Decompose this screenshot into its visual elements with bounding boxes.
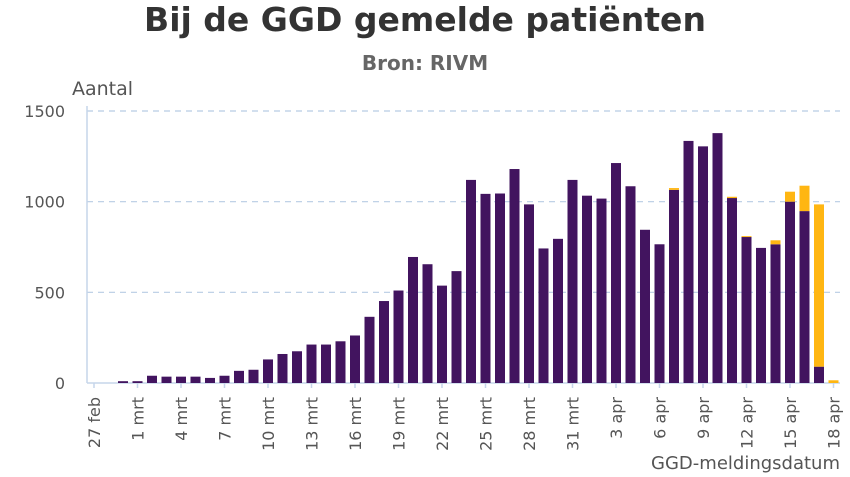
bar-main [509, 169, 520, 383]
x-axis-label: GGD-meldingsdatum [651, 453, 840, 474]
bar-main [480, 193, 491, 383]
bar-main [698, 146, 708, 383]
bar-main [205, 377, 215, 383]
x-tick-label: 13 mrt [303, 397, 322, 451]
bar-main [364, 316, 375, 383]
x-tick-label: 1 mrt [129, 397, 148, 441]
x-tick-label: 28 mrt [520, 397, 539, 451]
chart-title: Bij de GGD gemelde patiënten [144, 0, 706, 39]
bar-main [393, 290, 404, 383]
bar-pending [669, 188, 679, 190]
bar-pending [785, 191, 795, 202]
bar-main [118, 381, 128, 383]
bar-main [437, 285, 447, 383]
x-tick-label: 4 mrt [172, 397, 191, 441]
x-tick-label: 27 feb [85, 397, 104, 448]
y-tick-label: 1000 [24, 193, 65, 212]
bar-main [350, 335, 360, 383]
bar-pending [828, 380, 839, 383]
bar-main [234, 370, 244, 383]
bar-main [306, 344, 317, 383]
x-tick-label: 16 mrt [346, 397, 365, 451]
bar-main [582, 195, 592, 383]
bar-main [538, 248, 549, 383]
bar-main [321, 344, 331, 383]
bar-main [248, 369, 259, 383]
x-tick-label: 19 mrt [390, 397, 409, 451]
bar-main [596, 198, 607, 383]
x-tick-label: 15 apr [781, 397, 800, 449]
y-tick-label: 0 [55, 374, 65, 393]
bar-main [176, 376, 186, 383]
bar-main [640, 229, 650, 383]
x-tick-label: 7 mrt [216, 397, 235, 441]
bar-main [495, 193, 505, 383]
x-tick-label: 6 apr [651, 397, 670, 439]
bar-pending [727, 196, 737, 199]
x-tick-label: 10 mrt [259, 397, 278, 451]
bar-main [263, 359, 273, 383]
bar-main [712, 133, 723, 383]
bar-main [567, 179, 578, 383]
x-tick-label: 3 apr [607, 397, 626, 439]
chart-subtitle: Bron: RIVM [361, 51, 489, 75]
x-tick-label: 25 mrt [477, 397, 496, 451]
bar-main [335, 341, 346, 383]
bar-pending [799, 185, 810, 212]
bar-pending [770, 240, 781, 245]
bar-main [727, 198, 737, 383]
bar-main [219, 375, 230, 383]
bar-main [625, 186, 636, 383]
bar-main [379, 301, 389, 383]
bar-main [814, 366, 824, 383]
y-axis-label: Aantal [72, 78, 134, 100]
bar-main [292, 351, 302, 383]
bar-main [277, 353, 288, 383]
y-tick-label: 1500 [24, 102, 65, 121]
bar-main [190, 376, 201, 383]
bar-main [422, 264, 433, 383]
x-tick-label: 31 mrt [564, 397, 583, 451]
bar-main [524, 204, 534, 383]
bar-main [669, 189, 679, 383]
bar-main [785, 201, 795, 383]
x-tick-label: 9 apr [694, 397, 713, 439]
y-tick-label: 500 [34, 283, 65, 302]
bar-main [451, 271, 462, 383]
bar-main [408, 256, 418, 383]
bar-main [132, 381, 143, 383]
bar-main [161, 376, 172, 383]
bar-pending [741, 236, 752, 238]
x-tick-label: 18 apr [825, 397, 844, 449]
bar-main [466, 179, 476, 383]
bar-main [756, 247, 766, 383]
bar-main [654, 244, 665, 383]
bar-main [741, 237, 752, 383]
bar-main [553, 238, 563, 383]
bar-main [683, 140, 694, 383]
bar-main [770, 244, 781, 383]
x-tick-label: 12 apr [738, 397, 757, 449]
bar-main [611, 163, 621, 383]
bar-main [147, 375, 157, 383]
x-tick-label: 22 mrt [433, 397, 452, 451]
bar-pending [814, 204, 824, 367]
bar-main [799, 211, 810, 383]
